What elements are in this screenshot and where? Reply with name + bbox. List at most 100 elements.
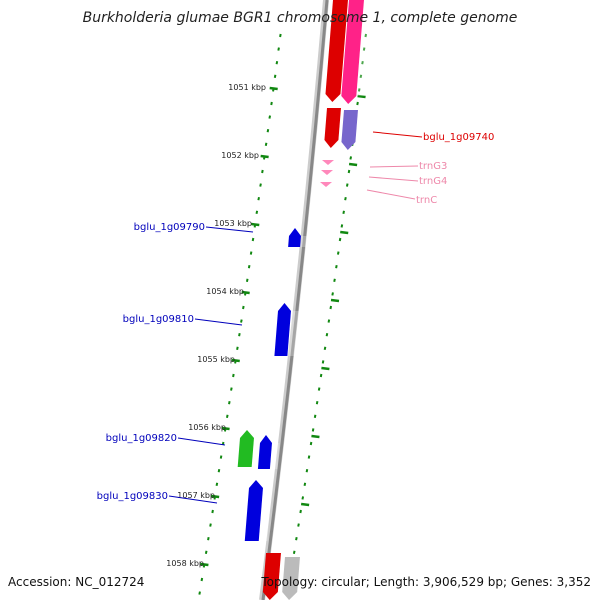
ruler-dot-outer — [301, 496, 305, 500]
topology-text: Topology: circular; Length: 3,906,529 bp… — [261, 575, 591, 589]
accession-text: Accession: NC_012724 — [8, 575, 145, 589]
ruler-dot-outer — [319, 373, 323, 378]
ruler-dot-inner — [198, 591, 201, 595]
ruler-label-1058: 1058 kbp — [166, 559, 204, 568]
gene-feature-red-1-body — [325, 0, 348, 102]
gene-label-bglu-1g09790[interactable]: bglu_1g09790 — [134, 222, 205, 233]
gene-feature-blue-2 — [257, 435, 280, 469]
gene-feature-pink-1 — [341, 0, 374, 104]
ruler-label-1052: 1052 kbp — [221, 151, 259, 160]
ruler-dot-outer — [340, 224, 344, 228]
ruler-label-1055: 1055 kbp — [197, 355, 235, 364]
ruler-label-1053: 1053 kbp — [214, 219, 252, 228]
ruler-dot-inner — [200, 577, 204, 582]
gene-labels: bglu_1g09740 trnG3 trnG4 trnC bglu_1g097… — [97, 131, 494, 504]
ruler-dot-inner — [279, 33, 282, 38]
gene-feature-bglu-1g09810-shade — [287, 311, 300, 356]
ruler-dot-outer — [336, 251, 340, 255]
ruler-major-tick-outer — [330, 298, 340, 303]
ruler-dot-outer — [356, 101, 359, 106]
ruler-dot-inner — [215, 482, 219, 486]
ruler-dot-inner — [247, 265, 251, 269]
ruler-dot-outer — [307, 455, 311, 459]
ruler-dot-outer — [313, 414, 317, 418]
ruler-dot-inner — [240, 319, 243, 323]
backbone-line — [261, 0, 329, 601]
ruler-dot-outer — [311, 428, 315, 432]
backbone — [259, 0, 329, 601]
gene-label-bglu-1g09810[interactable]: bglu_1g09810 — [123, 314, 194, 325]
ruler-dot-outer — [325, 333, 329, 337]
ruler-dot-outer — [329, 305, 333, 310]
backbone-shadow — [259, 0, 329, 601]
gene-feature-bglu-1g09830 — [244, 480, 272, 541]
ruler-dot-outer — [297, 523, 300, 527]
leader-line-trng3 — [369, 165, 419, 168]
ruler-dot-inner — [225, 414, 229, 418]
gene-feature-purple-1-shade — [355, 110, 367, 142]
gene-feature-red-3-body — [262, 553, 281, 600]
ruler-dot-inner — [211, 509, 214, 514]
gene-feature-bglu-1g09790-shade — [300, 236, 309, 247]
ruler-labels: 1051 kbp 1052 kbp 1053 kbp 1054 kbp 1055… — [166, 83, 266, 568]
ruler-dot-inner — [273, 74, 277, 78]
map-title: Burkholderia glumae BGR1 chromosome 1, c… — [82, 10, 518, 26]
ruler-dot-inner — [245, 278, 249, 282]
ruler-dot-outer — [335, 265, 338, 269]
ruler-dot-inner — [219, 455, 223, 459]
gene-label-trng3[interactable]: trnG3 — [419, 161, 447, 172]
ruler-major-tick-outer — [357, 94, 366, 99]
ruler-label-1056: 1056 kbp — [188, 423, 226, 432]
ruler-dot-outer — [342, 210, 345, 214]
ruler-dot-outer — [327, 319, 331, 323]
ruler-dot-outer — [344, 197, 347, 201]
ruler-dot-outer — [305, 469, 309, 473]
trna-marker-3 — [320, 182, 332, 187]
gene-feature-grey-1-shade — [297, 557, 310, 592]
ruler-dot-inner — [261, 169, 264, 174]
leader-line-bglu-1g09830 — [168, 495, 218, 504]
leader-line-bglu-1g09740 — [372, 131, 423, 138]
ruler-major-tick-inner — [260, 154, 269, 159]
ruler-dot-outer — [359, 74, 363, 78]
ruler-dot-outer — [331, 292, 334, 296]
gene-feature-purple-1 — [341, 110, 367, 150]
ruler-dot-outer — [299, 509, 302, 514]
ruler-major-tick-outer — [340, 230, 349, 235]
gene-feature-purple-1-body — [341, 110, 358, 150]
gene-label-trng4[interactable]: trnG4 — [419, 176, 447, 187]
gene-feature-pink-1-shade — [356, 0, 374, 96]
gene-label-bglu-1g09820[interactable]: bglu_1g09820 — [106, 433, 177, 444]
ruler-label-1057: 1057 kbp — [177, 491, 215, 500]
ruler-dot-outer — [317, 387, 321, 391]
ruler-major-tick-inner — [210, 494, 220, 499]
gene-label-bglu-1g09830[interactable]: bglu_1g09830 — [97, 491, 168, 502]
ruler-dot-outer — [349, 156, 353, 160]
gene-label-bglu-1g09740[interactable]: bglu_1g09740 — [423, 132, 494, 143]
ruler-dot-outer — [309, 441, 313, 446]
gene-feature-bglu-1g09810-body — [274, 303, 291, 356]
ruler-label-1051: 1051 kbp — [228, 83, 266, 92]
ruler-dot-outer — [315, 401, 319, 405]
ruler-major-tick-outer — [311, 434, 320, 439]
ruler-major-tick-inner — [221, 426, 230, 431]
ruler-label-1054: 1054 kbp — [206, 287, 244, 296]
ruler-dot-outer — [323, 346, 327, 350]
gene-label-trnc[interactable]: trnC — [416, 195, 437, 206]
gene-feature-bglu-1g09830-shade — [258, 488, 272, 541]
ruler-major-tick-inner — [251, 222, 260, 227]
gene-feature-pink-1-body — [341, 0, 364, 104]
gene-feature-grey-1-body — [282, 557, 300, 600]
ruler-dot-inner — [257, 197, 260, 201]
gene-feature-bglu-1g09810 — [274, 303, 300, 356]
ruler-dot-inner — [242, 305, 245, 310]
ruler-dot-inner — [230, 387, 233, 391]
leader-line-trng4 — [368, 176, 419, 182]
ruler-dot-inner — [204, 550, 208, 554]
ruler-dot-inner — [255, 210, 259, 214]
trna-marker-2 — [321, 170, 333, 175]
leader-line-bglu-1g09820 — [177, 437, 226, 446]
ruler-major-tick-outer — [300, 502, 310, 507]
